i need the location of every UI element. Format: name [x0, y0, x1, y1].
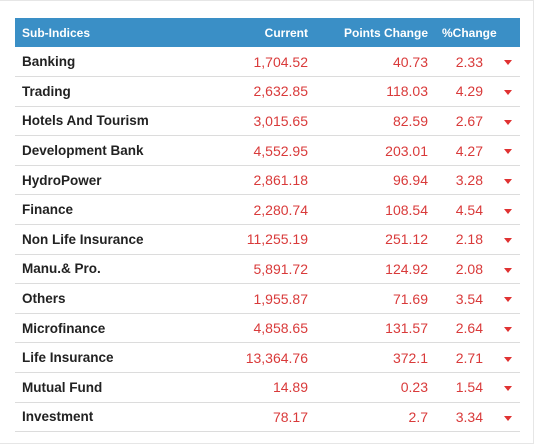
caret-down-icon — [504, 267, 512, 273]
current-value: 2,861.18 — [253, 172, 309, 189]
table-row[interactable]: Hotels And Tourism 3,015.65 82.59 2.67 — [15, 106, 520, 136]
percent-change-value: 3.28 — [455, 172, 483, 189]
direction-cell — [490, 195, 520, 225]
table-row[interactable]: Mutual Fund 14.89 0.23 1.54 — [15, 373, 520, 403]
caret-down-icon — [504, 119, 512, 125]
current-value: 3,015.65 — [253, 112, 309, 129]
table-header-row: Sub-Indices Current Points Change %Chang… — [15, 18, 520, 47]
percent-change-value: 2.18 — [455, 231, 483, 248]
caret-down-icon — [504, 297, 512, 303]
table-row[interactable]: Investment 78.17 2.7 3.34 — [15, 402, 520, 432]
sub-index-name: Manu.& Pro. — [22, 261, 101, 277]
caret-down-icon — [504, 326, 512, 332]
table-row[interactable]: Non Life Insurance 11,255.19 251.12 2.18 — [15, 225, 520, 255]
sub-index-name: Others — [22, 291, 66, 307]
caret-down-icon — [504, 415, 512, 421]
percent-change-value: 2.71 — [455, 349, 483, 366]
current-value: 5,891.72 — [253, 260, 309, 277]
caret-down-icon — [504, 90, 512, 96]
points-change-value: 118.03 — [386, 83, 428, 100]
percent-change-value: 2.33 — [455, 53, 483, 70]
points-change-value: 108.54 — [385, 201, 428, 218]
direction-cell — [490, 373, 520, 403]
points-change-value: 96.94 — [392, 172, 428, 189]
sub-index-name: HydroPower — [22, 172, 102, 188]
current-value: 2,280.74 — [253, 201, 309, 218]
current-value: 4,552.95 — [253, 142, 309, 159]
points-change-value: 82.59 — [392, 112, 428, 129]
sub-index-name: Microfinance — [22, 320, 106, 336]
direction-cell — [490, 343, 520, 373]
table-row[interactable]: Trading 2,632.85 118.03 4.29 — [15, 77, 520, 107]
sub-index-name: Non Life Insurance — [22, 231, 144, 247]
caret-down-icon — [504, 208, 512, 214]
table-row[interactable]: Life Insurance 13,364.76 372.1 2.71 — [15, 343, 520, 373]
table-row[interactable]: HydroPower 2,861.18 96.94 3.28 — [15, 165, 520, 195]
points-change-value: 203.01 — [385, 142, 428, 159]
direction-cell — [490, 284, 520, 314]
sub-index-name: Trading — [22, 83, 71, 99]
caret-down-icon — [504, 238, 512, 244]
table-row[interactable]: Microfinance 4,858.65 131.57 2.64 — [15, 313, 520, 343]
percent-change-value: 4.27 — [455, 142, 483, 159]
sub-index-name: Banking — [22, 54, 76, 70]
percent-change-value: 4.54 — [455, 201, 483, 218]
direction-cell — [490, 402, 520, 432]
current-value: 1,955.87 — [253, 290, 309, 307]
sub-indices-table: Sub-Indices Current Points Change %Chang… — [15, 18, 520, 432]
percent-change-value: 4.29 — [455, 83, 483, 100]
current-value: 1,704.52 — [253, 53, 309, 70]
current-value: 2,632.85 — [253, 83, 309, 100]
header-sub-indices[interactable]: Sub-Indices — [22, 25, 91, 40]
points-change-value: 124.92 — [385, 260, 428, 277]
percent-change-value: 2.64 — [455, 320, 483, 337]
caret-down-icon — [504, 356, 512, 362]
current-value: 14.89 — [272, 379, 308, 396]
header-percent-change[interactable]: %Change — [442, 25, 497, 40]
percent-change-value: 3.34 — [455, 408, 483, 425]
current-value: 13,364.76 — [245, 349, 308, 366]
caret-down-icon — [504, 60, 512, 66]
current-value: 78.17 — [272, 408, 308, 425]
sub-index-name: Development Bank — [22, 143, 144, 159]
points-change-value: 40.73 — [392, 53, 428, 70]
points-change-value: 372.1 — [392, 349, 428, 366]
percent-change-value: 3.54 — [455, 290, 483, 307]
direction-cell — [490, 77, 520, 107]
sub-index-name: Finance — [22, 202, 74, 218]
direction-cell — [490, 47, 520, 77]
sub-index-name: Life Insurance — [22, 350, 114, 366]
table-row[interactable]: Others 1,955.87 71.69 3.54 — [15, 284, 520, 314]
header-points-change[interactable]: Points Change — [343, 25, 428, 40]
points-change-value: 131.57 — [385, 320, 428, 337]
percent-change-value: 1.54 — [455, 379, 483, 396]
direction-cell — [490, 106, 520, 136]
current-value: 4,858.65 — [253, 320, 309, 337]
points-change-value: 2.7 — [408, 408, 428, 425]
direction-cell — [490, 254, 520, 284]
sub-index-name: Investment — [22, 409, 94, 425]
points-change-value: 71.69 — [392, 290, 428, 307]
points-change-value: 251.12 — [385, 231, 428, 248]
caret-down-icon — [504, 386, 512, 392]
table-row[interactable]: Manu.& Pro. 5,891.72 124.92 2.08 — [15, 254, 520, 284]
table-body: Banking 1,704.52 40.73 2.33 Trading 2,632.85 1… — [15, 47, 520, 432]
header-current[interactable]: Current — [264, 25, 308, 40]
direction-cell — [490, 225, 520, 255]
direction-cell — [490, 313, 520, 343]
current-value: 11,255.19 — [246, 231, 308, 248]
sub-index-name: Mutual Fund — [22, 379, 103, 395]
points-change-value: 0.23 — [400, 379, 428, 396]
sub-index-name: Hotels And Tourism — [22, 113, 149, 129]
percent-change-value: 2.08 — [455, 260, 483, 277]
percent-change-value: 2.67 — [455, 112, 483, 129]
direction-cell — [490, 136, 520, 166]
table-row[interactable]: Banking 1,704.52 40.73 2.33 — [15, 47, 520, 77]
caret-down-icon — [504, 149, 512, 155]
table-row[interactable]: Finance 2,280.74 108.54 4.54 — [15, 195, 520, 225]
direction-cell — [490, 165, 520, 195]
table-row[interactable]: Development Bank 4,552.95 203.01 4.27 — [15, 136, 520, 166]
caret-down-icon — [504, 178, 512, 184]
